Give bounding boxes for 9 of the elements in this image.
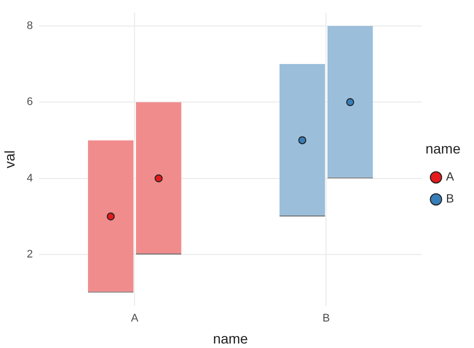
x-axis-title: name	[212, 330, 248, 346]
y-tick-label: 4	[26, 172, 33, 184]
legend-label: A	[446, 170, 454, 184]
y-tick-label: 8	[26, 20, 33, 32]
y-tick-label: 6	[26, 96, 33, 108]
y-axis-title: val	[1, 150, 18, 168]
legend-label: B	[446, 192, 454, 206]
legend-title: name	[425, 140, 461, 156]
y-tick-label: 2	[26, 248, 33, 261]
